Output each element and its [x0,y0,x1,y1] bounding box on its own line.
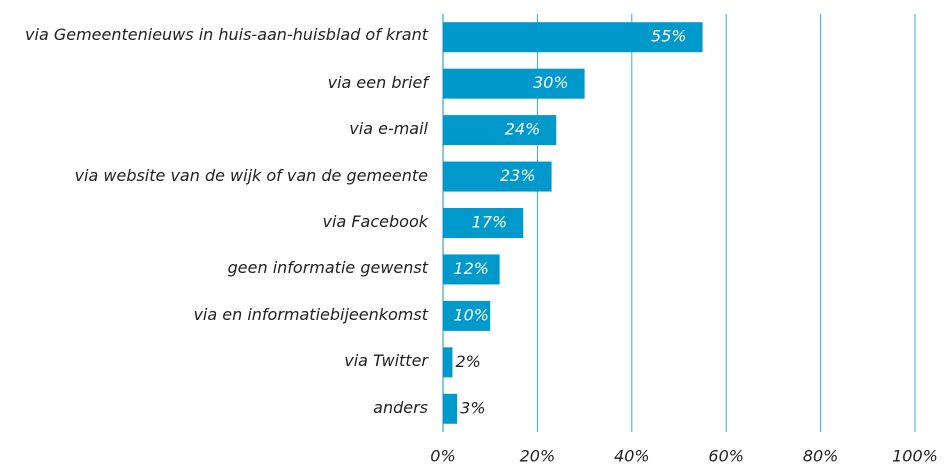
category-label: via Twitter [344,351,428,371]
value-label: 12% [453,259,489,278]
value-label: 2% [455,352,480,371]
bar [443,161,552,192]
value-label: 30% [533,73,569,92]
category-label: via en informatiebijeenkomst [193,304,428,324]
value-label: 55% [651,27,687,46]
value-label: 10% [453,305,489,324]
value-label: 17% [472,213,508,232]
x-tick-label: 80% [803,447,839,464]
x-tick-label: 60% [708,447,744,464]
x-tick-label: 40% [614,447,650,464]
bar [443,115,557,146]
x-tick-label: 100% [892,447,938,464]
category-label: via een brief [327,72,428,92]
category-label: via Gemeentenieuws in huis-aan-huisblad … [25,25,428,45]
category-label: via Facebook [322,212,428,231]
category-label: anders [373,397,428,417]
x-tick-label: 0% [430,447,455,464]
value-label: 23% [500,166,536,185]
x-tick-label: 20% [520,447,556,464]
value-label: 24% [505,120,541,139]
value-label: 3% [460,398,485,417]
bar [443,347,453,378]
category-label: via website van de wijk of van de gemeen… [74,165,428,185]
bar [443,68,585,99]
bar [443,22,703,53]
bar [443,208,524,238]
bar [443,300,491,331]
category-label: via e-mail [349,119,428,139]
bar [443,254,500,285]
bar [443,393,458,424]
category-label: geen informatie gewenst [227,258,428,278]
